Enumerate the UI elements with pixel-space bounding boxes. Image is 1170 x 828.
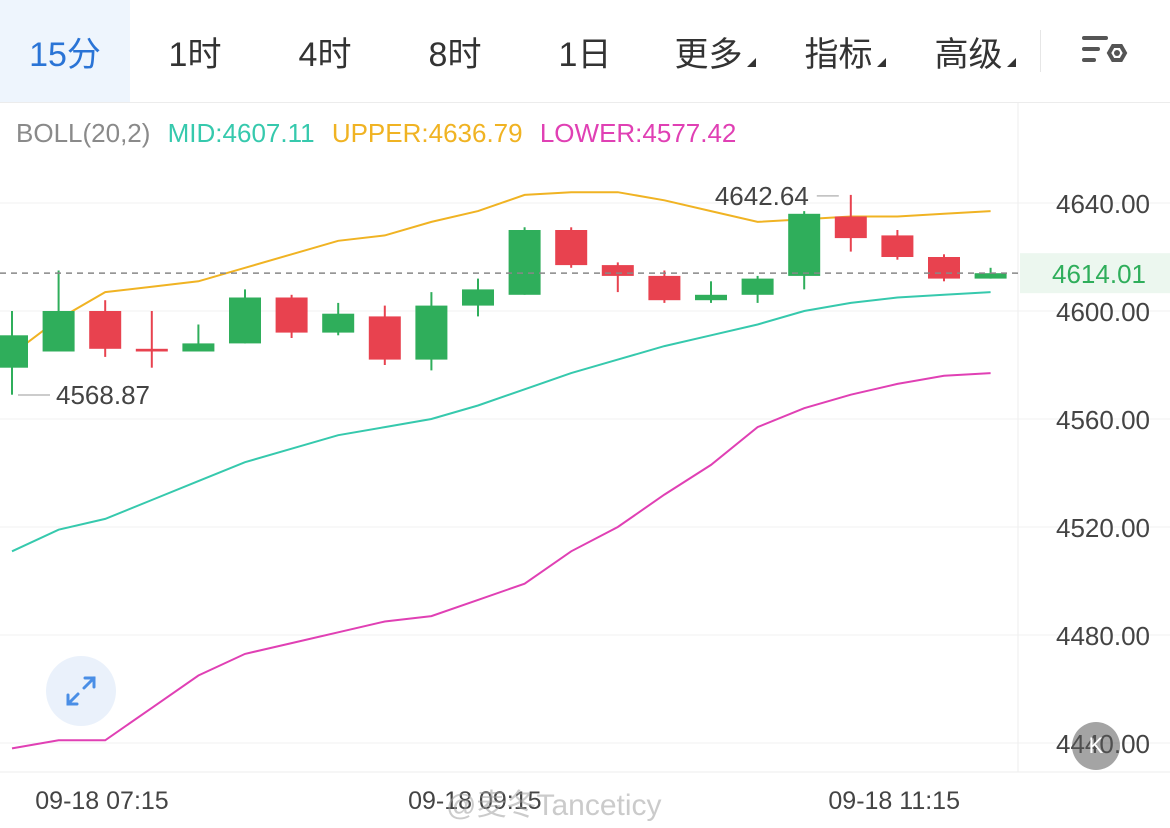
- boll-upper-value: UPPER:4636.79: [331, 118, 523, 148]
- candle-body: [928, 257, 960, 279]
- tab-divider: [1040, 30, 1041, 72]
- timeframe-tabbar: 15分 1时 4时 8时 1日 更多 指标 高级: [0, 0, 1170, 103]
- candle-body: [322, 313, 355, 333]
- tab-2[interactable]: 4时: [260, 0, 390, 102]
- candle-body: [415, 305, 448, 360]
- kline-toggle-button[interactable]: K: [1072, 722, 1120, 770]
- tab-1[interactable]: 1时: [130, 0, 260, 102]
- expand-button[interactable]: [46, 656, 116, 726]
- tab-label: 高级: [934, 35, 1003, 74]
- x-tick-label: 09-18 09:15: [408, 787, 541, 815]
- expand-icon: [66, 676, 96, 706]
- dropdown-caret-icon: [876, 57, 886, 67]
- boll-legend: BOLL(20,2) MID:4607.11 UPPER:4636.79 LOW…: [16, 118, 746, 149]
- boll-mid-value: MID:4607.11: [167, 118, 315, 148]
- watermark: @麦冬Tanceticy: [446, 789, 662, 822]
- tab-label: 4时: [298, 35, 352, 74]
- low-price-label: 4568.87: [56, 380, 150, 410]
- candle-body: [741, 278, 774, 295]
- y-tick-label: 4520.00: [1056, 513, 1150, 543]
- candle-body: [275, 297, 308, 333]
- tab-label: 8时: [428, 35, 482, 74]
- high-price-label: 4642.64: [715, 181, 809, 211]
- tab-4[interactable]: 1日: [520, 0, 650, 102]
- boll-upper-line: [11, 191, 991, 355]
- candle-body: [555, 230, 588, 266]
- candle-body: [601, 265, 634, 276]
- candle-body: [89, 311, 122, 349]
- candle-body: [462, 289, 494, 306]
- candle-body: [834, 216, 867, 239]
- candlestick-chart[interactable]: 4640.004600.004560.004520.004480.004440.…: [0, 102, 1170, 828]
- candle-body: [648, 275, 681, 301]
- tab-label: 更多: [674, 35, 743, 74]
- candle-body: [695, 294, 727, 301]
- boll-name: BOLL(20,2): [16, 118, 151, 148]
- candle-body: [0, 335, 28, 368]
- tab-label: 指标: [804, 35, 873, 74]
- dropdown-caret-icon: [1006, 57, 1016, 67]
- current-price-label: 4614.01: [1052, 259, 1146, 289]
- tab-3[interactable]: 8时: [390, 0, 520, 102]
- tab-0[interactable]: 15分: [0, 0, 130, 102]
- tab-label: 15分: [29, 35, 101, 74]
- candle-body: [788, 213, 821, 276]
- candle-body: [974, 273, 1007, 279]
- y-tick-label: 4640.00: [1056, 189, 1150, 219]
- candle-body: [229, 297, 261, 344]
- x-tick-label: 09-18 07:15: [35, 787, 168, 815]
- tab-7[interactable]: 高级: [910, 0, 1040, 102]
- candle-body: [42, 311, 75, 352]
- candle-body: [368, 316, 401, 360]
- current-price-badge: [1020, 253, 1170, 294]
- candle-body: [182, 343, 215, 352]
- y-tick-label: 4480.00: [1056, 621, 1150, 651]
- dropdown-caret-icon: [746, 57, 756, 67]
- chart-settings-icon[interactable]: [1080, 30, 1128, 74]
- candle-body: [881, 235, 914, 257]
- boll-lower-line: [11, 372, 991, 750]
- y-tick-label: 4600.00: [1056, 297, 1150, 327]
- tab-5[interactable]: 更多: [650, 0, 780, 102]
- candle-body: [508, 230, 541, 295]
- tab-6[interactable]: 指标: [780, 0, 910, 102]
- candle-body: [135, 348, 168, 352]
- tab-label: 1时: [168, 35, 222, 74]
- tab-label: 1日: [558, 35, 612, 74]
- x-tick-label: 09-18 11:15: [828, 787, 960, 815]
- boll-lower-value: LOWER:4577.42: [539, 118, 737, 148]
- boll-mid-line: [11, 291, 991, 553]
- y-tick-label: 4560.00: [1056, 405, 1150, 435]
